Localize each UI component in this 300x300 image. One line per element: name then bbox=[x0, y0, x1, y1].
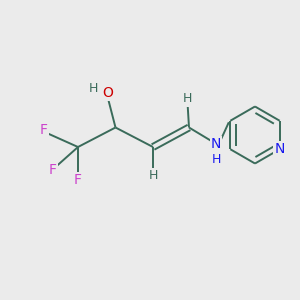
Text: H: H bbox=[211, 153, 221, 166]
Text: N: N bbox=[211, 137, 221, 151]
Text: O: O bbox=[103, 86, 113, 100]
Text: F: F bbox=[74, 173, 82, 187]
Text: H: H bbox=[148, 169, 158, 182]
Text: N: N bbox=[274, 142, 285, 156]
Text: H: H bbox=[183, 92, 192, 106]
Text: F: F bbox=[49, 163, 56, 176]
Text: F: F bbox=[40, 124, 47, 137]
Text: H: H bbox=[88, 82, 98, 95]
